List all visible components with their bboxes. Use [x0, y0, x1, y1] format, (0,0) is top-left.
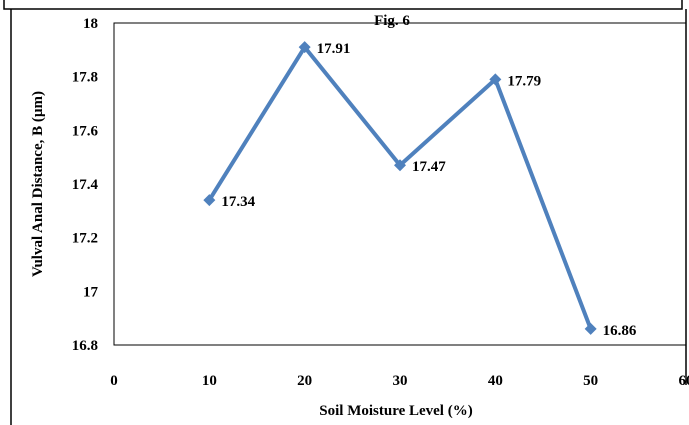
plot-area: [113, 22, 687, 346]
data-point-marker: [489, 73, 502, 86]
y-tick-label: 18: [83, 16, 98, 32]
data-point-marker: [203, 194, 216, 207]
x-tick-label: 10: [202, 373, 217, 389]
y-tick-label: 17.8: [72, 70, 98, 86]
data-point-marker: [584, 322, 597, 335]
data-label: 17.47: [412, 159, 446, 175]
y-tick-label: 17.4: [72, 177, 99, 193]
series-group: 17.34 17.91 17.47 17.79 16.86: [203, 41, 637, 339]
y-tick-label: 16.8: [72, 338, 98, 354]
data-label: 16.86: [603, 323, 637, 339]
data-point-marker: [394, 159, 406, 172]
x-tick-label: 50: [583, 373, 598, 389]
x-tick-label: 30: [393, 373, 408, 389]
x-tick-label: 0: [110, 373, 118, 389]
x-tick-label: 60: [679, 373, 689, 389]
x-axis-title: Soil Moisture Level (%): [319, 403, 472, 419]
series-line: [207, 45, 593, 330]
chart-title: Fig. 6: [374, 13, 410, 29]
data-label: 17.34: [221, 194, 255, 210]
y-tick-label: 17: [83, 284, 99, 300]
data-label: 17.79: [507, 73, 541, 89]
x-tick-label: 40: [488, 373, 503, 389]
y-tick-label: 17.2: [72, 231, 98, 247]
y-tick-labels: 16.8 17 17.2 17.4 17.6 17.8 18: [72, 16, 99, 354]
y-tick-label: 17.6: [72, 123, 99, 139]
x-tick-labels: 0 10 20 30 40 50 60: [110, 373, 689, 389]
data-point-marker: [298, 41, 311, 54]
data-label: 17.91: [317, 41, 351, 57]
frame-top-box: [3, 0, 683, 10]
x-tick-label: 20: [297, 373, 312, 389]
y-axis-title: Vulval Anal Distance, B (µm): [30, 91, 46, 277]
